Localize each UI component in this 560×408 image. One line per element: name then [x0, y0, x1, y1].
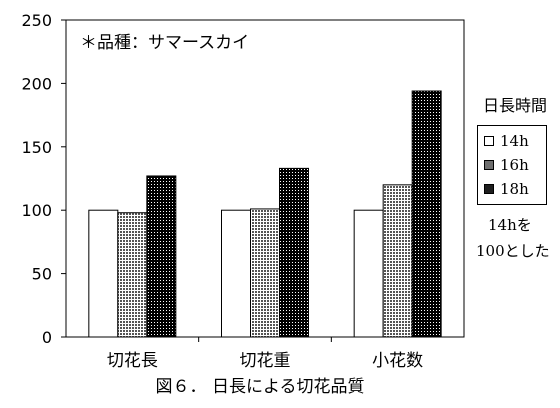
legend-label-14h: 14h — [500, 132, 529, 150]
note-line-1: 14hを — [488, 216, 532, 234]
bar-14h-1 — [221, 209, 251, 338]
legend-item-18h: 18h — [484, 180, 529, 198]
y-tick-label: 50 — [32, 265, 52, 284]
bar-14h-2 — [353, 209, 384, 338]
legend: 14h 16h 18h — [477, 125, 547, 205]
legend-swatch-16h — [484, 160, 494, 170]
figure-caption: 図６． 日長による切花品質 — [155, 377, 365, 397]
bar-16h-1 — [250, 208, 280, 338]
x-tick-label: 小花数 — [372, 351, 423, 371]
y-tick-label: 0 — [42, 328, 52, 347]
bar-18h-2 — [411, 90, 442, 338]
bar-chart: 0 50 100 150 200 250 切花長 切花重 小花数 — [21, 11, 465, 371]
legend-item-14h: 14h — [484, 132, 529, 150]
legend-title: 日長時間 — [483, 96, 548, 115]
legend-label-18h: 18h — [500, 180, 529, 198]
y-tick-label: 200 — [21, 74, 52, 93]
y-tick-label: 150 — [21, 138, 52, 157]
bar-16h-0 — [117, 212, 148, 338]
y-tick-label: 250 — [21, 11, 52, 30]
legend-swatch-14h — [484, 136, 494, 146]
bar-18h-0 — [146, 175, 177, 338]
legend-item-16h: 16h — [484, 156, 529, 174]
x-tick-label: 切花長 — [107, 351, 158, 371]
legend-label-16h: 16h — [500, 156, 529, 174]
note-line-2: 100とした — [476, 242, 550, 260]
bar-14h-0 — [88, 209, 119, 338]
bar-18h-1 — [279, 167, 309, 338]
chart-annotation: ＊品種：サマースカイ — [80, 33, 250, 53]
x-axis: 切花長 切花重 小花数 — [107, 337, 423, 371]
bars-group — [88, 90, 442, 338]
y-tick-label: 100 — [21, 201, 52, 220]
x-tick-label: 切花重 — [240, 351, 291, 371]
y-axis: 0 50 100 150 200 250 — [21, 11, 66, 347]
bar-16h-2 — [382, 184, 413, 338]
legend-swatch-18h — [484, 184, 494, 194]
